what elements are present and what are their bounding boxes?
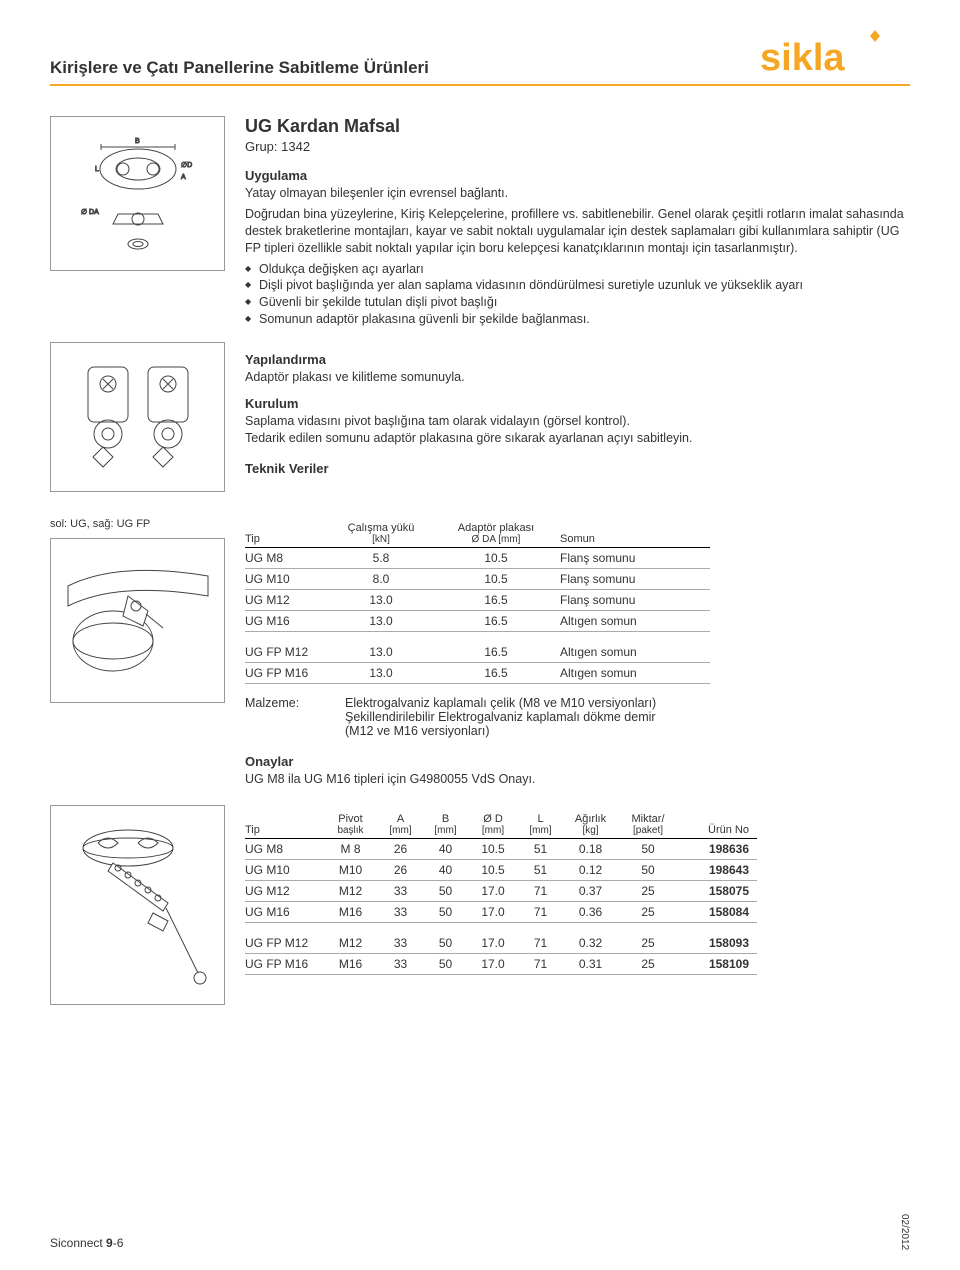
uygulama-p1: Yatay olmayan bileşenler için evrensel b…	[245, 185, 910, 202]
bullet-item: Dişli pivot başlığında yer alan saplama …	[245, 277, 910, 294]
kurulum-l1: Saplama vidasını pivot başlığına tam ola…	[245, 413, 910, 430]
table-row: UG FP M16M16335017.0710.3125158109	[245, 953, 757, 974]
th-tip: Tip	[245, 520, 330, 548]
bullet-item: Oldukça değişken açı ayarları	[245, 261, 910, 278]
onaylar-body: UG M8 ila UG M16 tipleri için G4980055 V…	[245, 771, 910, 788]
yapilandirma-body: Adaptör plakası ve kilitleme somunuyla.	[245, 369, 910, 386]
table-row: UG M108.010.5Flanş somunu	[245, 569, 710, 590]
th-yuk: Çalışma yükü[kN]	[330, 520, 440, 548]
svg-text:∅ DA: ∅ DA	[81, 209, 99, 216]
uygulama-head: Uygulama	[245, 168, 910, 183]
table-row: UG M1213.016.5Flanş somunu	[245, 590, 710, 611]
svg-text:B: B	[135, 138, 140, 145]
product-drawing-4	[50, 805, 225, 1005]
table-row: UG M16M16335017.0710.3625158084	[245, 902, 757, 923]
product-title: UG Kardan Mafsal	[245, 116, 910, 137]
footer-left: Siconnect 9-6	[50, 1236, 123, 1250]
thumb-caption: sol: UG, sağ: UG FP	[50, 518, 225, 530]
table-row: UG M12M12335017.0710.3725158075	[245, 881, 757, 902]
kurulum-l2: Tedarik edilen somunu adaptör plakasına …	[245, 430, 910, 447]
th-plaka: Adaptör plakasıØ DA [mm]	[440, 520, 560, 548]
th-somun: Somun	[560, 520, 710, 548]
product-group: Grup: 1342	[245, 139, 910, 154]
malzeme-l3: (M12 ve M16 versiyonları)	[345, 724, 656, 738]
table-row: UG M85.810.5Flanş somunu	[245, 548, 710, 569]
dimensions-table: Tip Pivotbaşlık A[mm] B[mm] Ø D[mm] L[mm…	[245, 811, 757, 975]
table-row: UG M8M 8264010.5510.1850198636	[245, 839, 757, 860]
table-row: UG FP M1213.016.5Altıgen somun	[245, 642, 710, 663]
svg-text:A: A	[181, 174, 186, 181]
bullet-item: Somunun adaptör plakasına güvenli bir şe…	[245, 311, 910, 328]
teknik-head: Teknik Veriler	[245, 461, 910, 476]
malzeme-l2: Şekillendirilebilir Elektrogalvaniz kapl…	[345, 710, 656, 724]
page-footer: Siconnect 9-6 02/2012	[50, 1214, 910, 1250]
svg-text:∅D: ∅D	[181, 162, 192, 169]
malzeme-l1: Elektrogalvaniz kaplamalı çelik (M8 ve M…	[345, 696, 656, 710]
svg-text:L: L	[95, 166, 99, 173]
svg-text:sikla: sikla	[760, 37, 845, 78]
footer-date: 02/2012	[899, 1214, 910, 1250]
product-drawing-2	[50, 342, 225, 492]
teknik-table: Tip Çalışma yükü[kN] Adaptör plakasıØ DA…	[245, 520, 710, 684]
yapilandirma-head: Yapılandırma	[245, 352, 910, 367]
table-row: UG FP M1613.016.5Altıgen somun	[245, 662, 710, 683]
bullet-item: Güvenli bir şekilde tutulan dişli pivot …	[245, 294, 910, 311]
uygulama-bullets: Oldukça değişken açı ayarları Dişli pivo…	[245, 261, 910, 329]
product-drawing-1: B L ∅D A ∅ DA	[50, 116, 225, 271]
malzeme-label: Malzeme:	[245, 696, 305, 738]
malzeme-block: Malzeme: Elektrogalvaniz kaplamalı çelik…	[245, 696, 910, 738]
uygulama-p2: Doğrudan bina yüzeylerine, Kiriş Kelepçe…	[245, 206, 910, 257]
product-drawing-3	[50, 538, 225, 703]
table-row: UG FP M12M12335017.0710.3225158093	[245, 933, 757, 954]
table-row: UG M10M10264010.5510.1250198643	[245, 860, 757, 881]
brand-logo: sikla	[760, 30, 910, 78]
kurulum-head: Kurulum	[245, 396, 910, 411]
table-row: UG M1613.016.5Altıgen somun	[245, 611, 710, 632]
header-title: Kirişlere ve Çatı Panellerine Sabitleme …	[50, 58, 429, 78]
page-header: Kirişlere ve Çatı Panellerine Sabitleme …	[50, 30, 910, 86]
onaylar-head: Onaylar	[245, 754, 910, 769]
